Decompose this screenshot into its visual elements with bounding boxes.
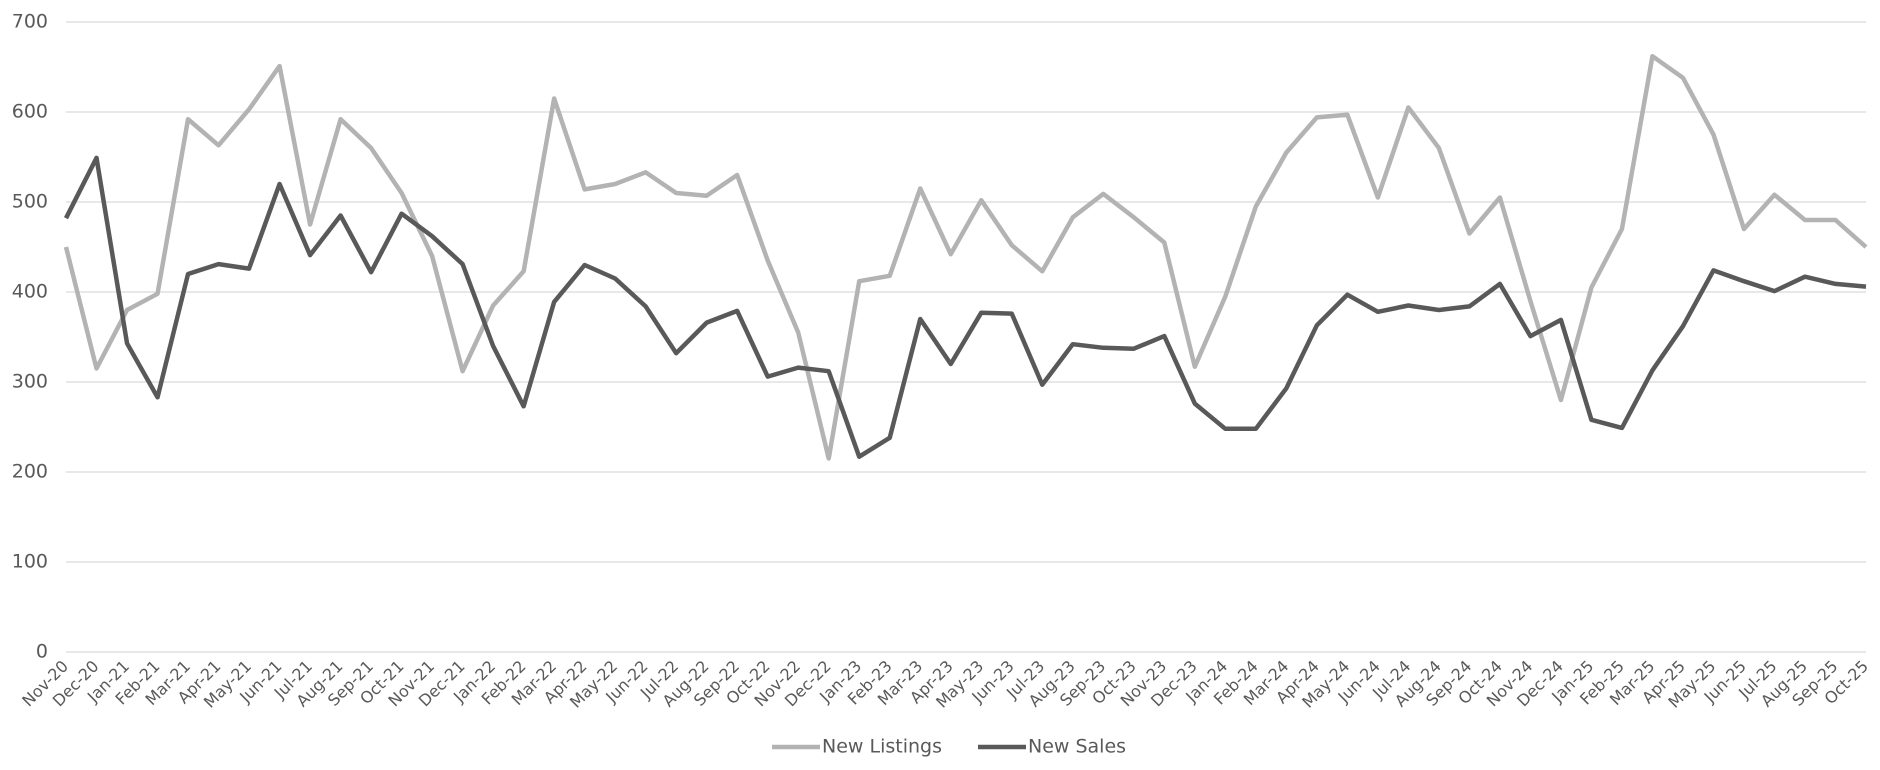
y-tick-label: 500 [12, 191, 48, 213]
y-tick-label: 200 [12, 461, 48, 483]
series-line [63, 155, 1867, 459]
series-line [63, 53, 1868, 461]
y-tick-label: 600 [12, 101, 48, 123]
y-tick-label: 100 [12, 551, 48, 573]
y-tick-label: 300 [12, 371, 48, 393]
y-tick-label: 0 [36, 641, 48, 663]
y-tick-label: 700 [12, 11, 48, 33]
legend-label: New Sales [1028, 736, 1126, 758]
legend-label: New Listings [822, 736, 942, 758]
y-tick-label: 400 [12, 281, 48, 303]
